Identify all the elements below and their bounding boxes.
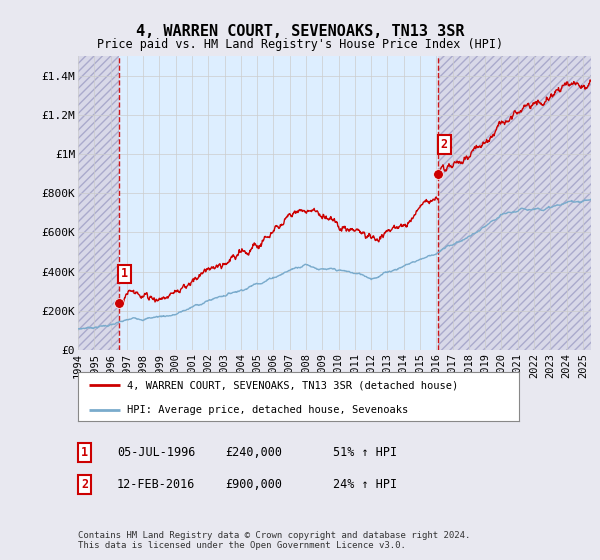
Text: 4, WARREN COURT, SEVENOAKS, TN13 3SR: 4, WARREN COURT, SEVENOAKS, TN13 3SR — [136, 24, 464, 39]
Text: HPI: Average price, detached house, Sevenoaks: HPI: Average price, detached house, Seve… — [127, 405, 408, 416]
Text: 1: 1 — [81, 446, 88, 459]
Bar — [78, 56, 119, 350]
Text: 24% ↑ HPI: 24% ↑ HPI — [333, 478, 397, 491]
Text: 05-JUL-1996: 05-JUL-1996 — [117, 446, 196, 459]
Text: £240,000: £240,000 — [225, 446, 282, 459]
Text: 1: 1 — [121, 268, 128, 281]
Text: 4, WARREN COURT, SEVENOAKS, TN13 3SR (detached house): 4, WARREN COURT, SEVENOAKS, TN13 3SR (de… — [127, 380, 458, 390]
Text: £900,000: £900,000 — [225, 478, 282, 491]
Text: Contains HM Land Registry data © Crown copyright and database right 2024.
This d: Contains HM Land Registry data © Crown c… — [78, 530, 470, 550]
Text: 12-FEB-2016: 12-FEB-2016 — [117, 478, 196, 491]
Bar — [438, 56, 591, 350]
Text: 2: 2 — [81, 478, 88, 491]
Text: 2: 2 — [440, 138, 448, 151]
Text: Price paid vs. HM Land Registry's House Price Index (HPI): Price paid vs. HM Land Registry's House … — [97, 38, 503, 51]
Text: 51% ↑ HPI: 51% ↑ HPI — [333, 446, 397, 459]
Bar — [119, 56, 438, 350]
